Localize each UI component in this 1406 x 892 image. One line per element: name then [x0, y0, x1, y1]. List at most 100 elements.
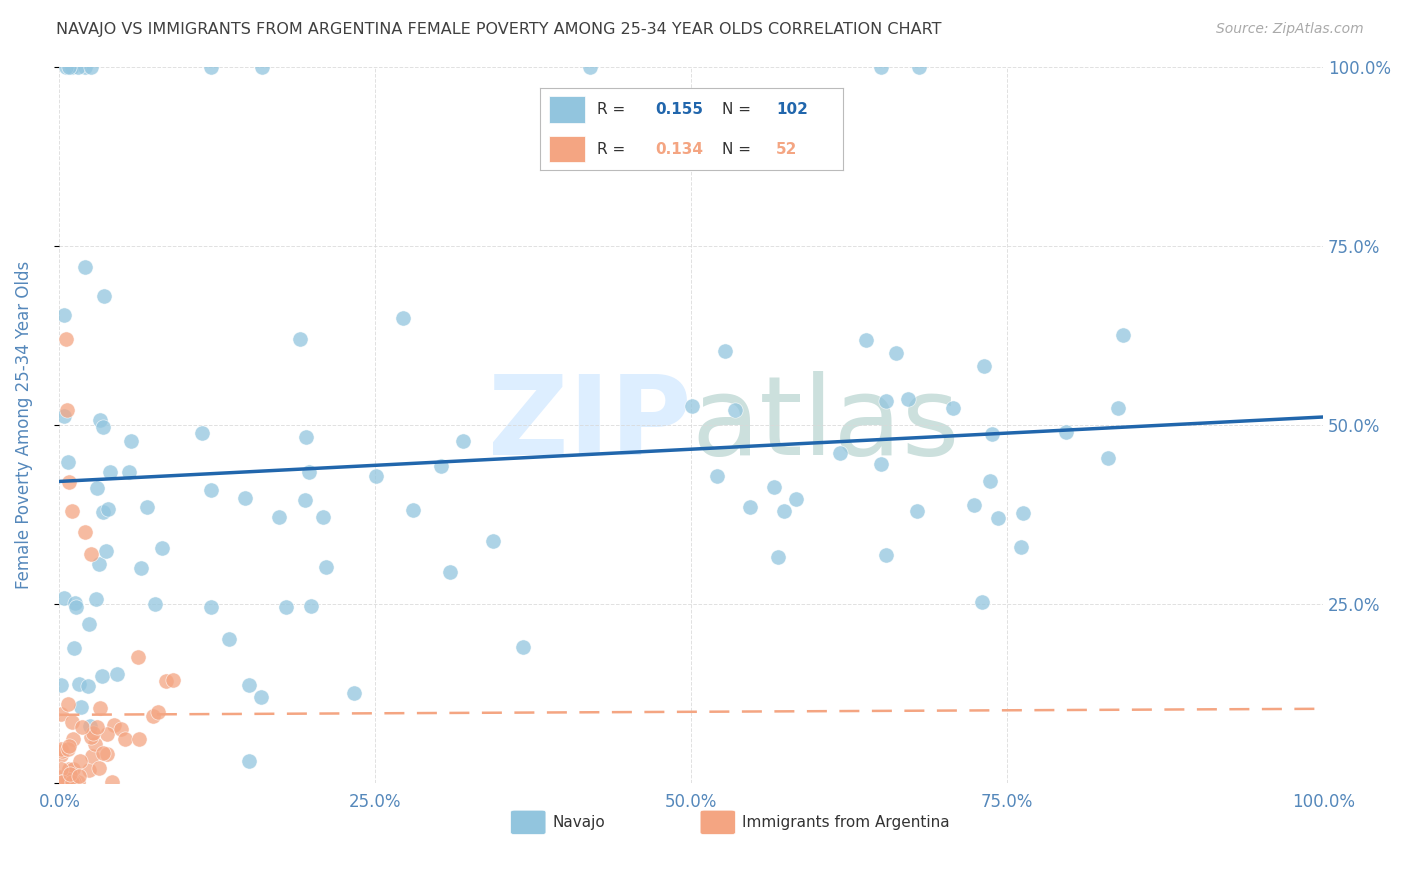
Point	[80, 748, 103, 763]
Point	[738, 500, 761, 515]
Point	[73, 525, 96, 540]
Point	[343, 686, 366, 700]
Point	[56, 403, 79, 417]
Point	[118, 466, 141, 480]
Point	[77, 764, 100, 778]
Point	[250, 60, 273, 74]
Point	[298, 465, 321, 479]
Point	[62, 762, 84, 776]
Point	[1097, 450, 1119, 465]
Point	[96, 747, 118, 761]
Point	[73, 260, 96, 275]
Point	[218, 632, 240, 647]
Point	[89, 413, 111, 427]
Point	[579, 60, 602, 74]
Point	[136, 500, 159, 515]
Point	[96, 544, 118, 558]
Point	[828, 446, 851, 460]
Point	[63, 640, 86, 655]
FancyBboxPatch shape	[700, 810, 735, 835]
Point	[77, 679, 100, 693]
Point	[299, 599, 322, 614]
Point	[276, 600, 298, 615]
Point	[312, 510, 335, 524]
Point	[855, 333, 877, 347]
Text: atlas: atlas	[692, 371, 960, 478]
Point	[127, 650, 149, 665]
Point	[58, 475, 80, 489]
Point	[51, 744, 73, 758]
Point	[62, 732, 84, 747]
Point	[67, 60, 90, 74]
Point	[89, 701, 111, 715]
Point	[724, 403, 747, 417]
Point	[56, 772, 79, 786]
Point	[98, 465, 121, 479]
Point	[55, 60, 77, 74]
Point	[295, 430, 318, 444]
Point	[91, 505, 114, 519]
Point	[53, 308, 76, 322]
Point	[58, 454, 80, 468]
Point	[58, 697, 80, 711]
Point	[482, 534, 505, 549]
Point	[979, 474, 1001, 488]
Point	[80, 60, 103, 74]
Point	[70, 699, 93, 714]
Point	[288, 332, 311, 346]
Point	[162, 673, 184, 687]
Point	[129, 561, 152, 575]
Point	[60, 775, 83, 789]
Point	[392, 310, 415, 325]
Point	[49, 775, 72, 789]
Point	[80, 730, 103, 744]
Point	[294, 492, 316, 507]
Point	[67, 676, 90, 690]
Point	[97, 502, 120, 516]
Point	[1010, 541, 1032, 555]
Point	[63, 596, 86, 610]
Point	[49, 677, 72, 691]
Point	[69, 754, 91, 768]
Point	[53, 409, 76, 423]
Point	[60, 60, 83, 74]
Point	[96, 726, 118, 740]
Point	[73, 60, 96, 74]
Point	[155, 674, 177, 689]
Point	[238, 678, 260, 692]
FancyBboxPatch shape	[510, 810, 546, 835]
Point	[706, 468, 728, 483]
Point	[142, 708, 165, 723]
Point	[86, 481, 108, 495]
Point	[93, 289, 115, 303]
Point	[714, 343, 737, 358]
Point	[267, 509, 290, 524]
Point	[233, 491, 256, 505]
Point	[51, 707, 73, 722]
Text: ZIP: ZIP	[488, 371, 692, 478]
Point	[143, 597, 166, 611]
Point	[1107, 401, 1129, 415]
Point	[51, 775, 73, 789]
Point	[52, 591, 75, 605]
Text: Source: ZipAtlas.com: Source: ZipAtlas.com	[1216, 22, 1364, 37]
Point	[200, 60, 222, 74]
Point	[79, 719, 101, 733]
Point	[402, 503, 425, 517]
Point	[150, 541, 173, 556]
Text: NAVAJO VS IMMIGRANTS FROM ARGENTINA FEMALE POVERTY AMONG 25-34 YEAR OLDS CORRELA: NAVAJO VS IMMIGRANTS FROM ARGENTINA FEMA…	[56, 22, 942, 37]
Point	[103, 718, 125, 732]
Point	[972, 595, 994, 609]
Point	[114, 731, 136, 746]
Point	[315, 559, 337, 574]
Point	[364, 469, 387, 483]
Point	[1011, 506, 1033, 520]
Point	[89, 557, 111, 571]
Point	[49, 747, 72, 762]
Point	[91, 419, 114, 434]
Point	[870, 457, 893, 471]
Point	[980, 427, 1002, 442]
Point	[200, 600, 222, 615]
Point	[49, 770, 72, 784]
Point	[58, 742, 80, 756]
